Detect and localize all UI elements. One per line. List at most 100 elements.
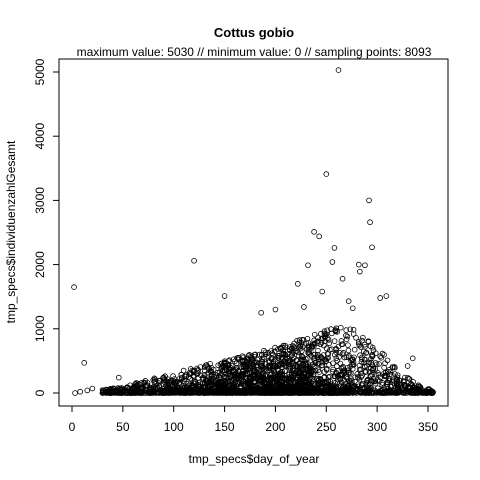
x-tick-label: 200	[265, 420, 285, 434]
data-point	[290, 367, 296, 374]
data-point	[251, 378, 257, 385]
x-tick-label: 350	[418, 420, 438, 434]
data-point	[309, 343, 316, 350]
data-point	[289, 385, 295, 392]
data-point	[299, 356, 306, 363]
data-point	[337, 324, 344, 331]
data-point	[239, 357, 246, 364]
data-point	[218, 389, 224, 396]
data-point	[379, 380, 386, 386]
data-point	[356, 367, 363, 373]
y-tick-label: 1000	[33, 315, 47, 342]
data-point	[365, 339, 372, 345]
data-point	[207, 360, 213, 367]
data-point	[388, 390, 394, 396]
data-point	[328, 346, 335, 353]
data-point	[164, 380, 171, 386]
data-point	[355, 339, 362, 345]
data-point	[235, 379, 242, 386]
data-point	[366, 359, 372, 366]
data-point	[179, 374, 185, 381]
data-point	[425, 386, 431, 392]
data-point	[345, 342, 351, 348]
x-tick-label: 250	[316, 420, 336, 434]
y-tick-label: 0	[33, 389, 47, 396]
data-point	[272, 344, 278, 351]
data-point	[315, 361, 322, 367]
data-point	[378, 354, 385, 361]
data-point	[363, 350, 369, 356]
data-point	[104, 389, 111, 396]
data-point	[304, 363, 311, 370]
data-point	[339, 341, 346, 347]
x-tick-label: 150	[215, 420, 235, 434]
data-point	[322, 333, 329, 340]
data-point	[343, 336, 350, 343]
data-point	[77, 388, 83, 395]
data-point	[271, 375, 278, 382]
data-point	[217, 375, 224, 381]
data-point	[350, 383, 357, 390]
data-point	[223, 374, 229, 381]
data-point	[323, 379, 330, 386]
data-point	[297, 390, 303, 396]
data-point	[363, 368, 369, 375]
data-point	[314, 375, 320, 382]
data-point	[187, 386, 193, 392]
data-point	[319, 288, 326, 295]
data-point	[345, 390, 352, 396]
data-point	[250, 361, 257, 368]
data-point	[256, 370, 262, 377]
data-point	[286, 361, 292, 368]
data-point	[362, 356, 368, 363]
data-point	[218, 366, 225, 372]
data-point	[187, 375, 194, 382]
data-point	[172, 386, 179, 393]
data-point	[273, 363, 280, 370]
data-point	[113, 388, 120, 395]
data-point	[368, 365, 374, 372]
data-point	[275, 389, 282, 396]
data-point	[344, 333, 351, 340]
data-point	[345, 370, 352, 376]
data-point	[190, 372, 197, 379]
data-point	[321, 328, 328, 335]
data-point	[246, 376, 253, 383]
data-point	[369, 353, 375, 360]
data-point	[115, 388, 122, 395]
data-point	[300, 376, 307, 383]
data-point	[251, 353, 258, 360]
data-point	[282, 342, 288, 349]
data-point	[168, 389, 175, 396]
data-point	[183, 372, 190, 378]
data-point	[253, 385, 260, 391]
data-point	[289, 370, 295, 377]
data-point	[289, 376, 296, 382]
data-point	[221, 377, 228, 384]
data-point	[222, 367, 228, 374]
y-axis: 0 1000 2000 3000 4000 5000	[33, 58, 60, 396]
data-point	[132, 390, 138, 396]
chart-title: Cottus gobio	[214, 25, 294, 40]
data-point	[384, 389, 391, 396]
data-point	[199, 387, 205, 394]
data-point	[349, 356, 355, 363]
data-point	[396, 377, 403, 384]
data-point	[280, 350, 287, 357]
data-point	[377, 295, 383, 301]
data-point	[400, 378, 407, 384]
data-point	[362, 369, 369, 375]
data-point	[275, 355, 281, 361]
data-point	[354, 371, 361, 377]
data-point	[311, 229, 317, 235]
data-point	[395, 388, 402, 395]
data-point	[336, 354, 342, 360]
data-point	[410, 390, 417, 396]
data-point	[216, 389, 222, 395]
data-point	[346, 378, 352, 384]
data-point	[206, 366, 212, 372]
data-point	[369, 367, 376, 374]
data-point	[165, 385, 172, 392]
data-point	[359, 372, 366, 379]
